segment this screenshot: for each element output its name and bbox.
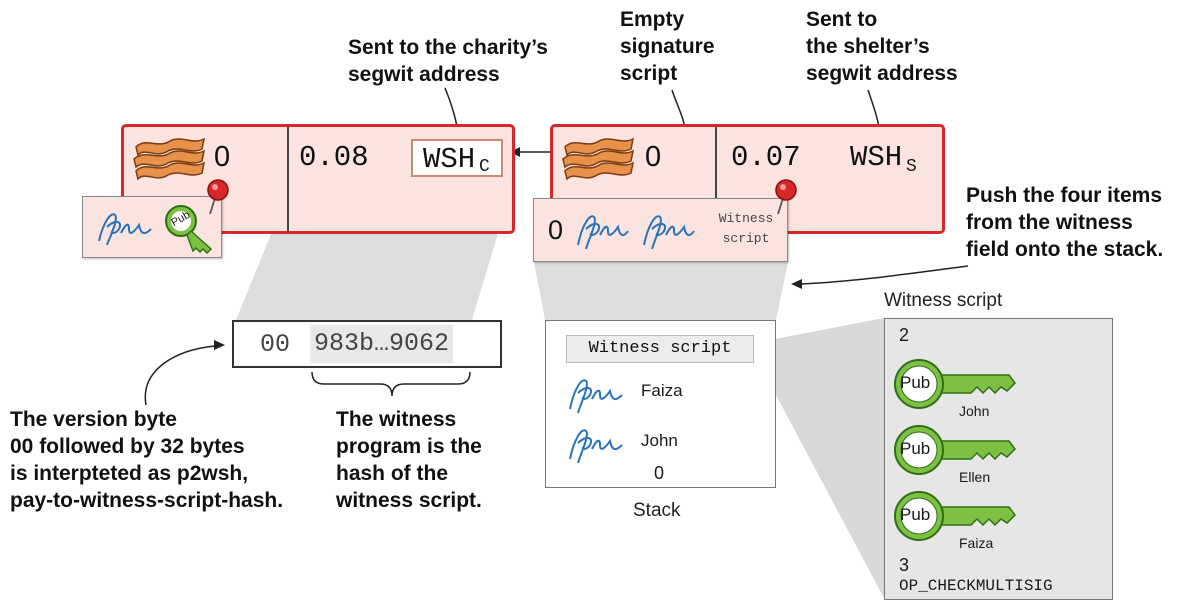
wsh-label: WSH — [423, 143, 476, 176]
tx1-output-script: WSH C — [411, 139, 503, 177]
witness-program: 983b…9062 — [310, 325, 454, 363]
pushpin-icon — [775, 179, 797, 215]
stack-item-zero: 0 — [654, 463, 665, 483]
callout-empty-signature: Empty signature script — [620, 8, 715, 85]
callout-version-byte: The version byte 00 followed by 32 bytes… — [10, 408, 284, 512]
public-key-icon — [894, 359, 1016, 409]
tx1-input-value: 0 — [214, 141, 231, 173]
input-output-divider — [287, 127, 289, 231]
stack-item-faiza: Faiza — [641, 381, 683, 400]
key-owner-john: John — [959, 403, 990, 419]
tx2-witness-card: 0 Witness script — [533, 198, 788, 262]
coins-icon — [562, 137, 635, 181]
key-owner-ellen: Ellen — [959, 469, 991, 485]
version-byte: 00 — [260, 330, 291, 359]
pushpin-icon — [207, 179, 229, 215]
wsh-label: WSH — [850, 141, 903, 174]
multisig-n: 3 — [899, 555, 910, 575]
tx1-output-amount: 0.08 — [299, 141, 369, 174]
pub-label: Pub — [900, 373, 931, 392]
callout-charity-address: Sent to the charity’s segwit address — [348, 36, 548, 86]
stack-item-john: John — [641, 431, 678, 450]
projection-wedge-stack — [534, 262, 788, 320]
stack: Witness script Faiza John 0 — [545, 320, 776, 488]
wsh-subscript: C — [479, 157, 490, 177]
script-pubkey-box: 00 983b…9062 — [232, 320, 502, 368]
signature-icon — [577, 215, 629, 250]
projection-wedge-witness-script — [752, 318, 884, 598]
witness-script-title: Witness script — [884, 290, 1003, 311]
callout-witness-program: The witness program is the hash of the w… — [336, 408, 482, 512]
public-key-icon — [894, 491, 1016, 541]
coins-icon — [133, 137, 206, 181]
signature-icon — [569, 429, 623, 464]
callout-push-items: Push the four items from the witness fie… — [966, 184, 1164, 261]
multisig-m: 2 — [899, 325, 910, 345]
public-key-icon — [165, 205, 213, 255]
input-output-divider — [715, 127, 717, 231]
signature-icon — [98, 213, 152, 246]
transaction-charity: 0 0.08 WSH C — [121, 124, 515, 234]
key-owner-faiza: Faiza — [959, 535, 994, 551]
signature-icon — [569, 379, 623, 414]
tx2-output-amount: 0.07 — [731, 141, 801, 174]
signature-icon — [643, 215, 695, 250]
public-key-icon — [894, 425, 1016, 475]
arrowhead-push — [791, 279, 802, 289]
witness-script-label: Witness script — [718, 211, 774, 246]
pub-label: Pub — [900, 439, 931, 458]
program-brace — [311, 371, 471, 397]
wsh-subscript: S — [906, 157, 917, 177]
witness-script-panel: 2 Pub John Pub Ellen Pub Faiza 3 OP_CHEC… — [884, 318, 1113, 600]
stack-item-witness-script: Witness script — [566, 335, 754, 363]
arrowhead-version — [214, 340, 225, 350]
pub-label: Pub — [900, 505, 931, 524]
spend-arrowhead — [510, 147, 520, 157]
tx1-witness-card: Pub — [82, 196, 222, 258]
opcode-checkmultisig: OP_CHECKMULTISIG — [899, 577, 1053, 595]
tx2-input-value: 0 — [645, 141, 662, 173]
stack-label: Stack — [633, 500, 681, 521]
callout-shelter-address: Sent to the shelter’s segwit address — [806, 8, 958, 85]
witness-zero: 0 — [548, 215, 564, 245]
